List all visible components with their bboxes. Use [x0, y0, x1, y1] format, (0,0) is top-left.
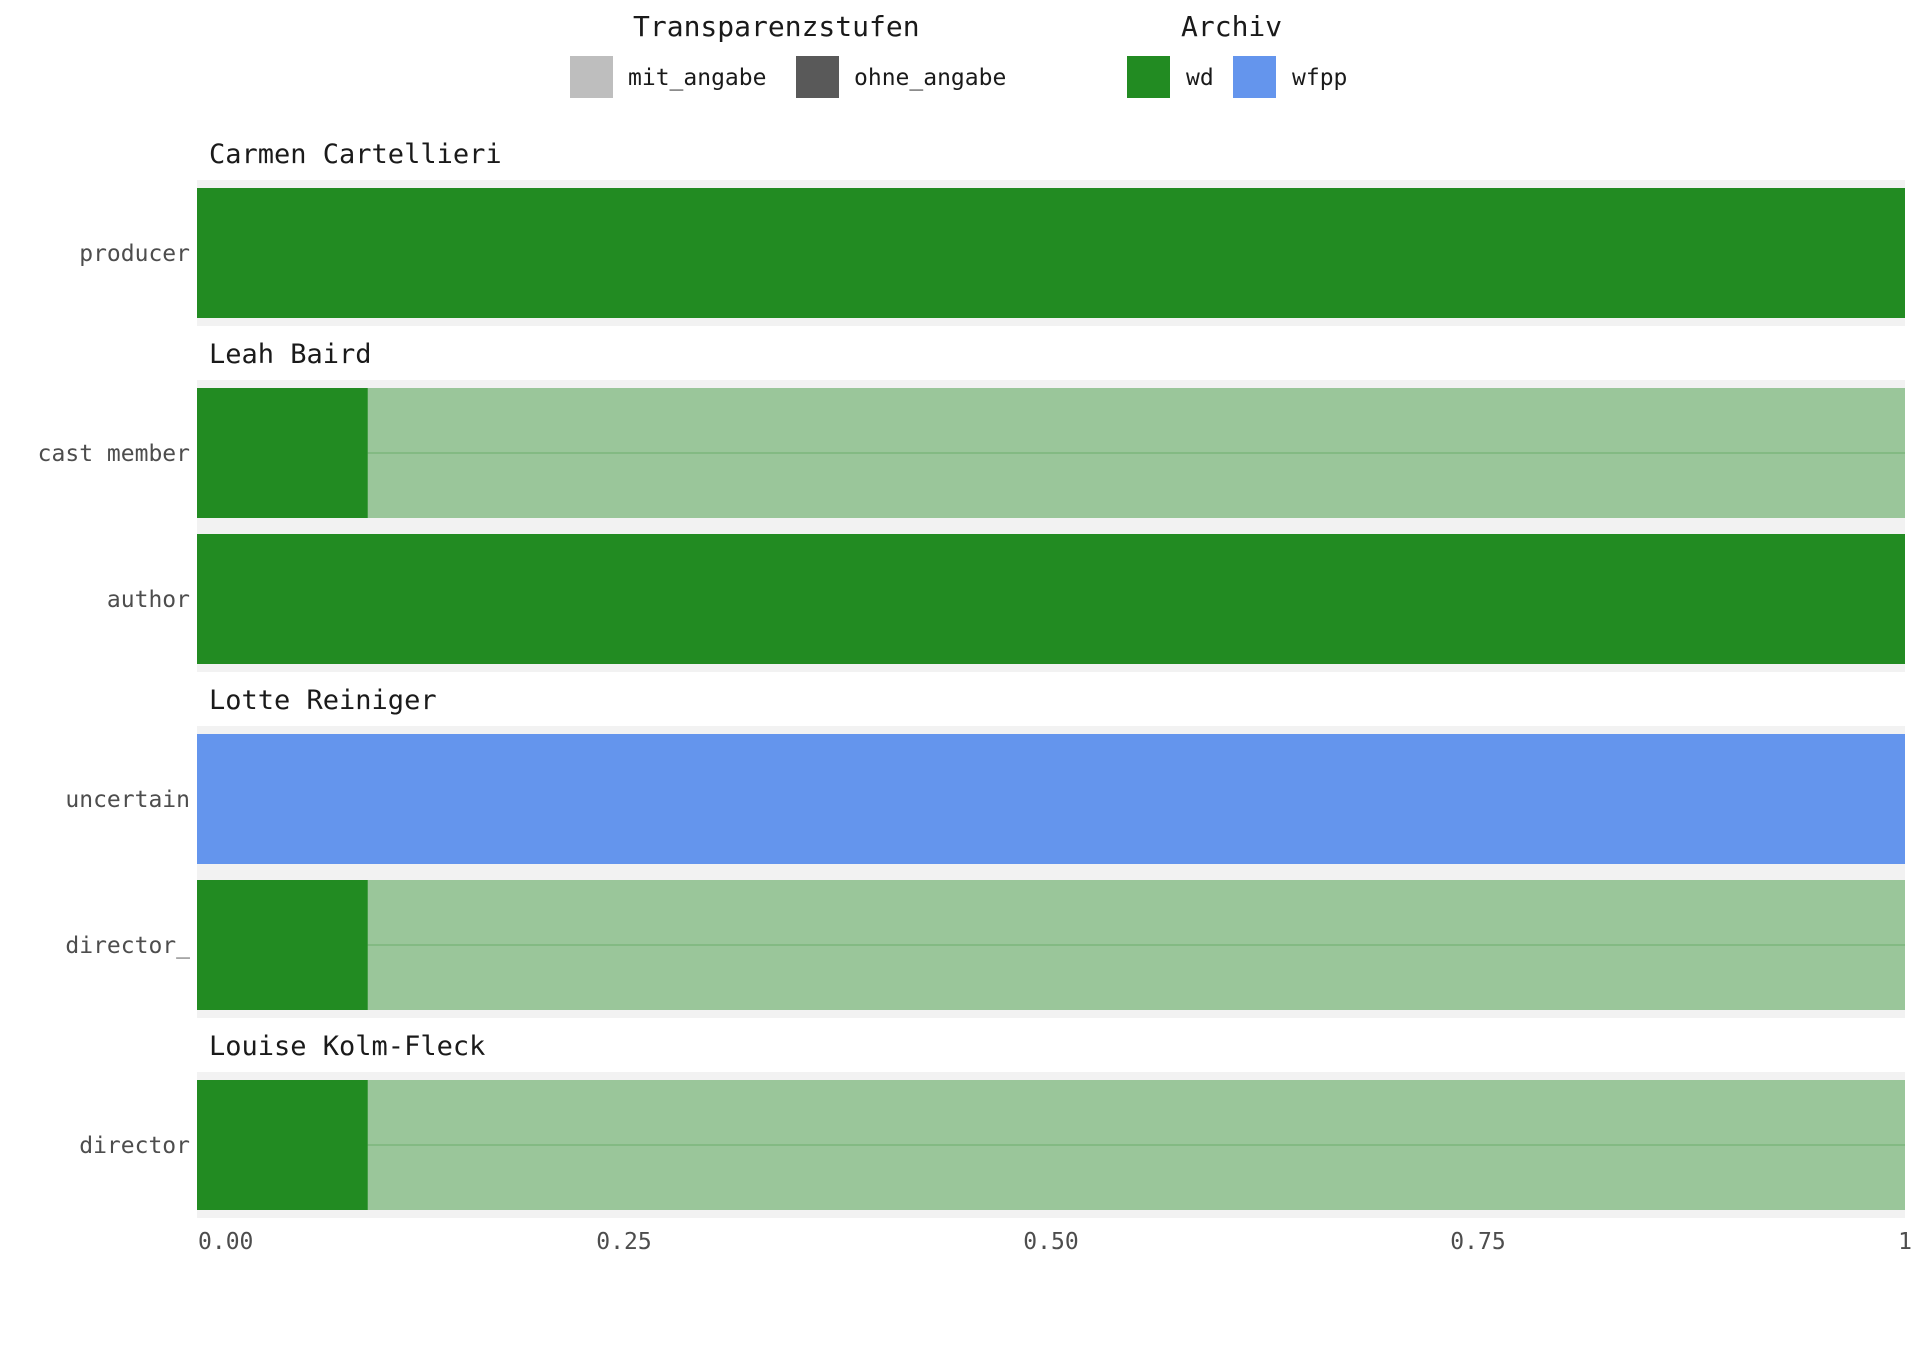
category-label-author: author: [107, 587, 190, 613]
category-label-producer: producer: [79, 241, 190, 267]
category-label-director: director: [79, 1133, 190, 1159]
facet-louise-kolm-fleck: Louise Kolm-Fleck director: [79, 1031, 1905, 1218]
x-tick-label: 0.75: [1450, 1229, 1505, 1255]
facet-title: Carmen Cartellieri: [209, 139, 502, 170]
legend: Transparenzstufen mit_angabe ohne_angabe Ar…: [570, 10, 1347, 98]
legend-label-mit-angabe: mit_angabe: [628, 65, 766, 91]
facet-lotte-reiniger: Lotte Reiniger uncertain director_: [65, 685, 1905, 1018]
x-tick-label: 0.00: [198, 1229, 253, 1255]
facet-title: Lotte Reiniger: [209, 685, 437, 716]
x-tick-label: 0.25: [596, 1229, 651, 1255]
bar-producer-wd-ohne-angabe: [197, 188, 1905, 318]
bar-cast-member-wd-mit-angabe: [367, 388, 1905, 518]
legend-label-ohne-angabe: ohne_angabe: [854, 65, 1006, 91]
bar-director-wd-mit-angabe: [367, 880, 1905, 1010]
facet-panels: Carmen Cartellieri producer Leah Baird cast…: [38, 139, 1905, 1218]
category-label-cast-member: cast member: [38, 441, 190, 467]
bar-director-wd-ohne-angabe: [197, 1080, 368, 1210]
category-label-director: director_: [65, 933, 190, 959]
legend-label-wd: wd: [1186, 65, 1214, 91]
facet-leah-baird: Leah Baird cast member author: [38, 339, 1905, 672]
bar-uncertain-wfpp-ohne-angabe: [197, 734, 1905, 864]
bar-director-wd-mit-angabe: [367, 1080, 1905, 1210]
x-tick-label: 1: [1898, 1229, 1912, 1255]
facet-title: Louise Kolm-Fleck: [209, 1031, 485, 1062]
legend-key-wfpp: [1233, 56, 1276, 98]
legend-title-archiv: Archiv: [1181, 10, 1282, 43]
legend-key-ohne-angabe: [796, 56, 839, 98]
bar-author-wd-ohne-angabe: [197, 534, 1905, 664]
legend-key-wd: [1127, 56, 1170, 98]
facet-carmen-cartellieri: Carmen Cartellieri producer: [79, 139, 1905, 326]
category-label-uncertain: uncertain: [65, 787, 190, 813]
x-axis: 0.00 0.25 0.50 0.75 1: [198, 1229, 1912, 1255]
legend-label-wfpp: wfpp: [1292, 65, 1347, 91]
bar-director-wd-ohne-angabe: [197, 880, 368, 1010]
legend-title-transparenzstufen: Transparenzstufen: [633, 10, 920, 43]
panel-background: [197, 1072, 1905, 1218]
legend-key-mit-angabe: [570, 56, 613, 98]
bar-cast-member-wd-ohne-angabe: [197, 388, 368, 518]
x-tick-label: 0.50: [1023, 1229, 1078, 1255]
facet-title: Leah Baird: [209, 339, 372, 370]
